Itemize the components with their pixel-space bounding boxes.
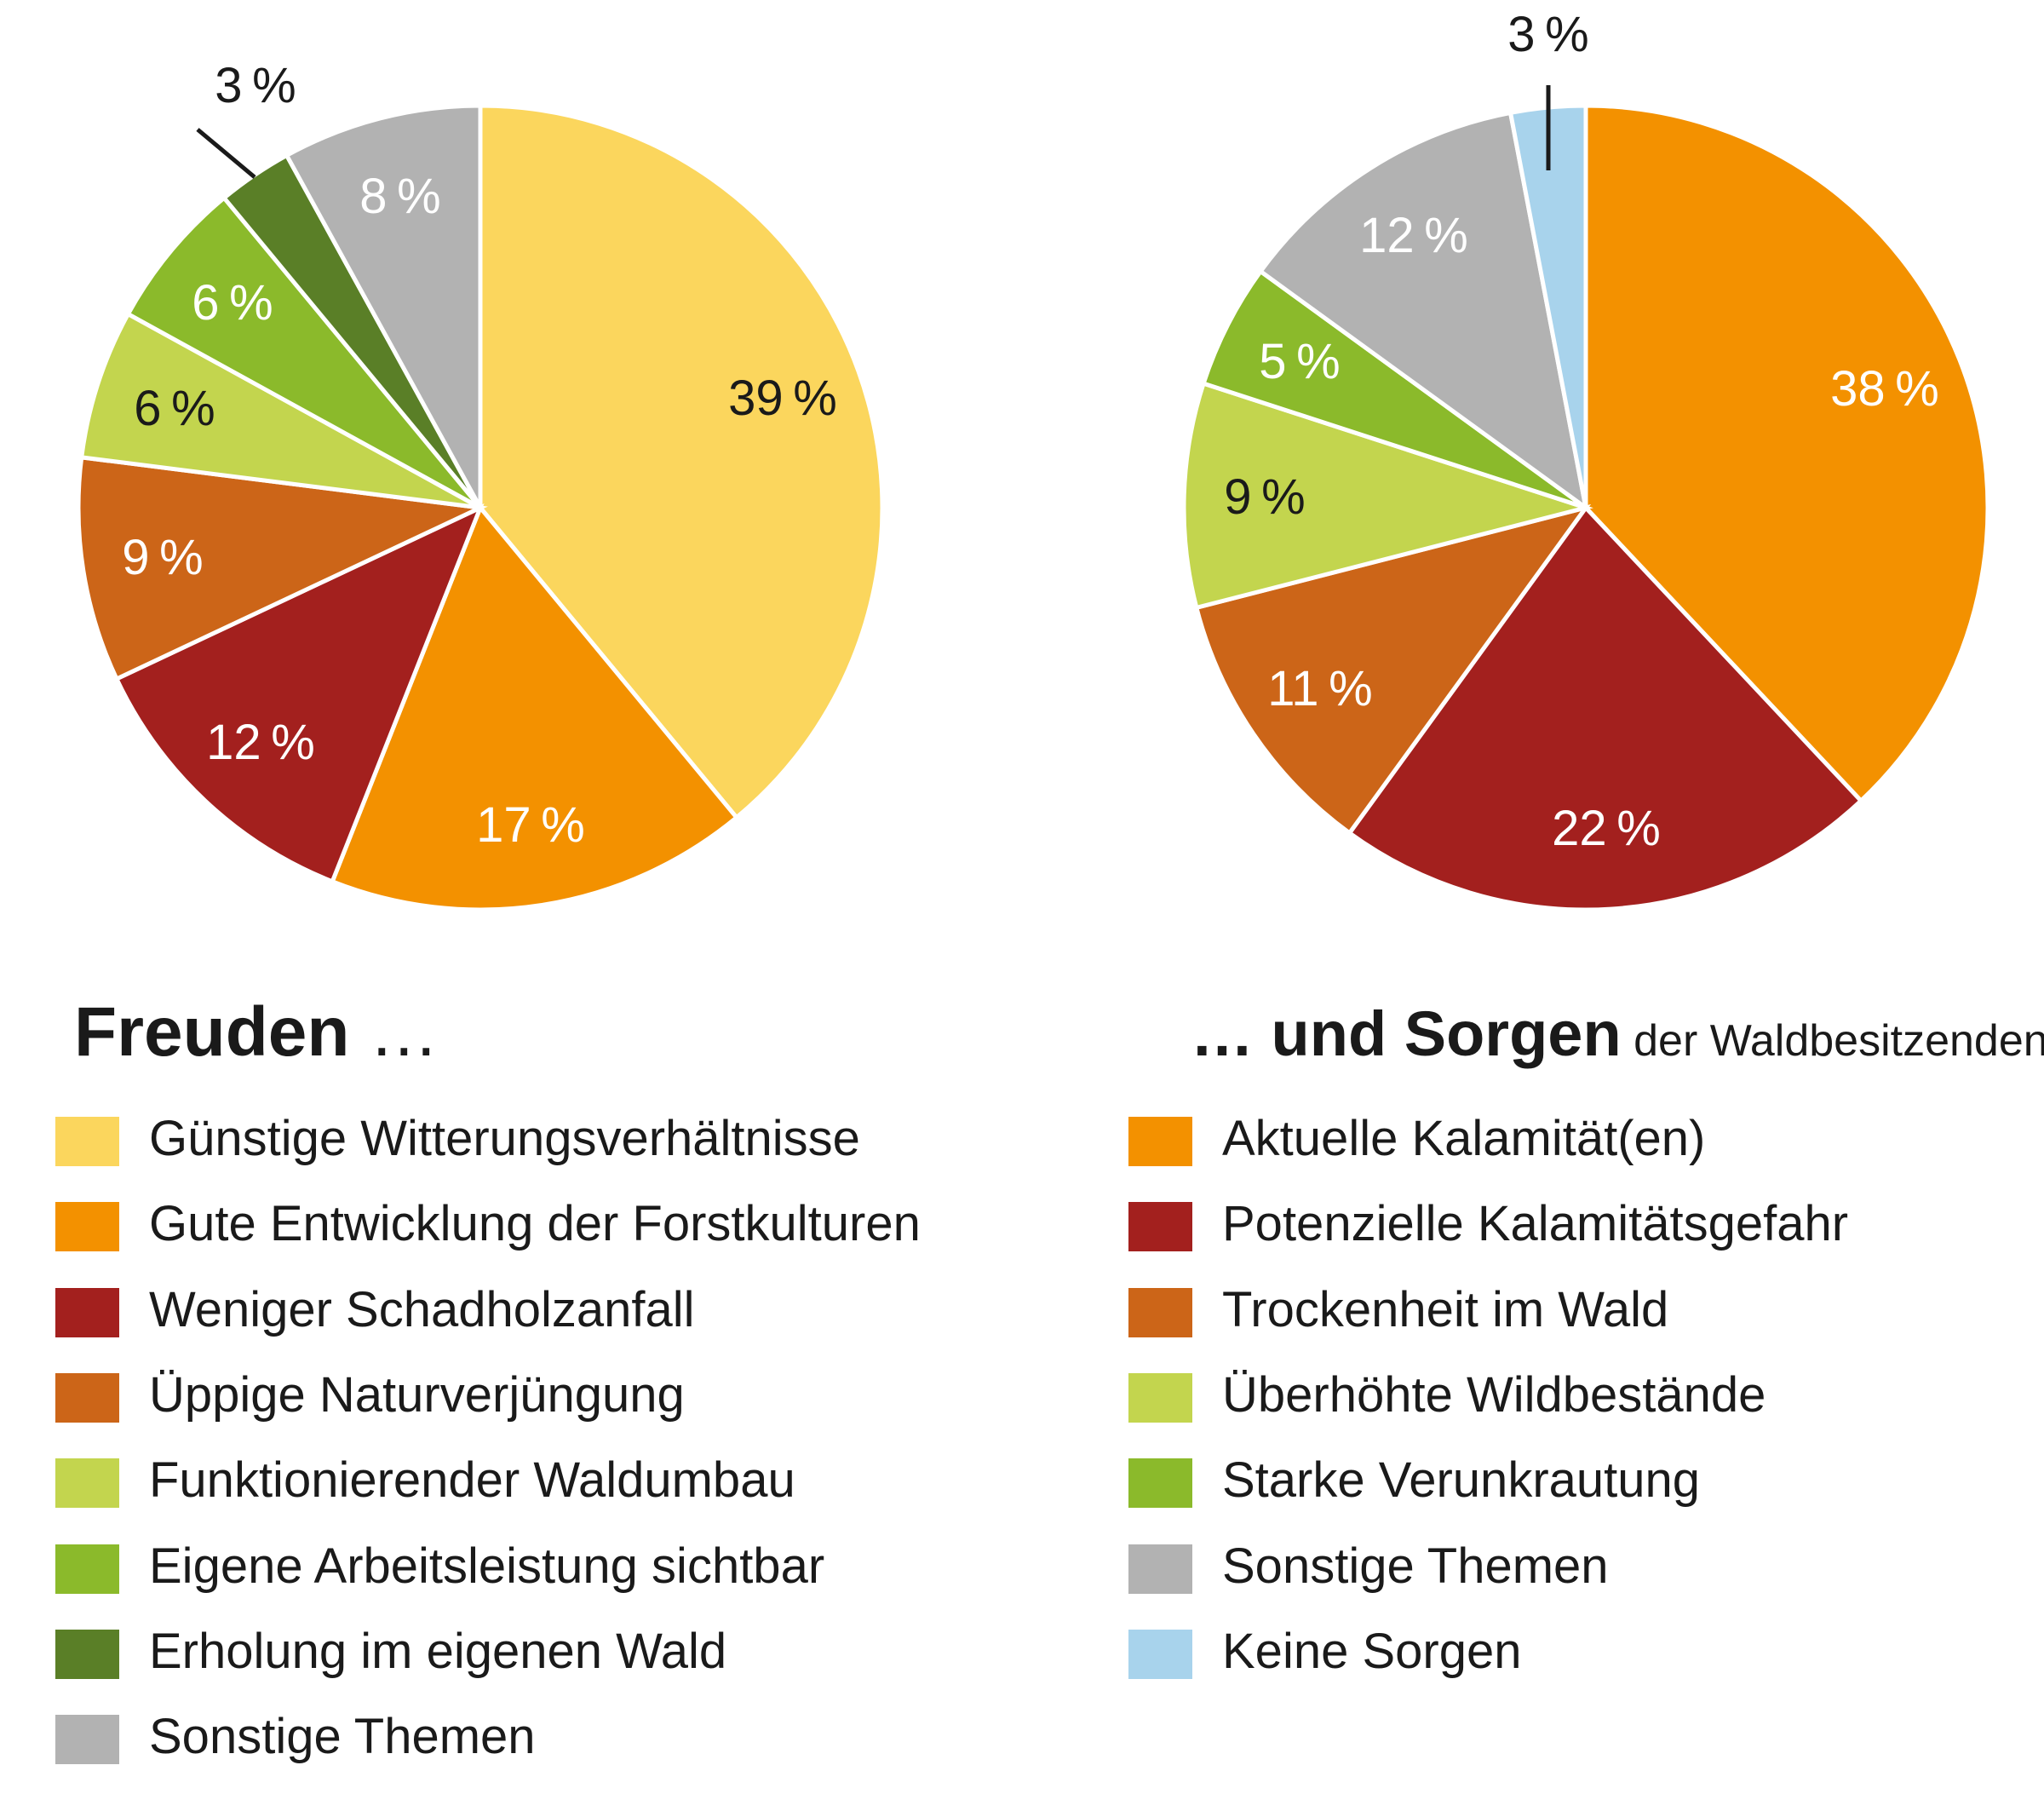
svg-text:9 %: 9 %: [1224, 469, 1305, 525]
svg-text:3 %: 3 %: [1507, 7, 1588, 62]
svg-text:Weniger Schadholzanfall: Weniger Schadholzanfall: [149, 1282, 695, 1337]
svg-text:Potenzielle Kalamitätsgefahr: Potenzielle Kalamitätsgefahr: [1222, 1196, 1848, 1251]
svg-text:Freuden …: Freuden …: [74, 993, 439, 1071]
svg-text:Üppige Naturverjüngung: Üppige Naturverjüngung: [149, 1367, 685, 1423]
svg-text:6 %: 6 %: [192, 275, 273, 331]
svg-text:5 %: 5 %: [1259, 334, 1340, 389]
svg-text:Keine Sorgen: Keine Sorgen: [1222, 1624, 1521, 1679]
svg-text:22 %: 22 %: [1552, 801, 1661, 856]
svg-text:9 %: 9 %: [122, 530, 203, 585]
svg-text:Sonstige Themen: Sonstige Themen: [1222, 1538, 1609, 1594]
svg-text:Überhöhte Wildbestände: Überhöhte Wildbestände: [1222, 1367, 1766, 1423]
svg-text:Trockenheit im Wald: Trockenheit im Wald: [1222, 1282, 1668, 1337]
svg-text:12 %: 12 %: [1359, 208, 1468, 263]
svg-text:6 %: 6 %: [134, 381, 215, 436]
svg-text:12 %: 12 %: [206, 715, 315, 770]
svg-text:8 %: 8 %: [359, 169, 440, 224]
svg-text:38 %: 38 %: [1830, 361, 1939, 417]
svg-text:3 %: 3 %: [215, 58, 296, 113]
svg-text:Günstige Witterungsverhältniss: Günstige Witterungsverhältnisse: [149, 1111, 860, 1166]
svg-text:Sonstige Themen: Sonstige Themen: [149, 1709, 536, 1764]
svg-text:Starke Verunkrautung: Starke Verunkrautung: [1222, 1452, 1700, 1508]
svg-text:Aktuelle Kalamität(en): Aktuelle Kalamität(en): [1222, 1111, 1705, 1166]
svg-text:Erholung im eigenen Wald: Erholung im eigenen Wald: [149, 1624, 726, 1679]
svg-text:17 %: 17 %: [476, 797, 585, 853]
svg-text:Eigene Arbeitsleistung sichtba: Eigene Arbeitsleistung sichtbar: [149, 1538, 824, 1594]
svg-text:11 %: 11 %: [1267, 661, 1372, 716]
svg-text:39 %: 39 %: [728, 371, 837, 426]
svg-text:Gute Entwicklung der Forstkult: Gute Entwicklung der Forstkulturen: [149, 1196, 921, 1251]
svg-text:Funktionierender Waldumbau: Funktionierender Waldumbau: [149, 1452, 795, 1508]
